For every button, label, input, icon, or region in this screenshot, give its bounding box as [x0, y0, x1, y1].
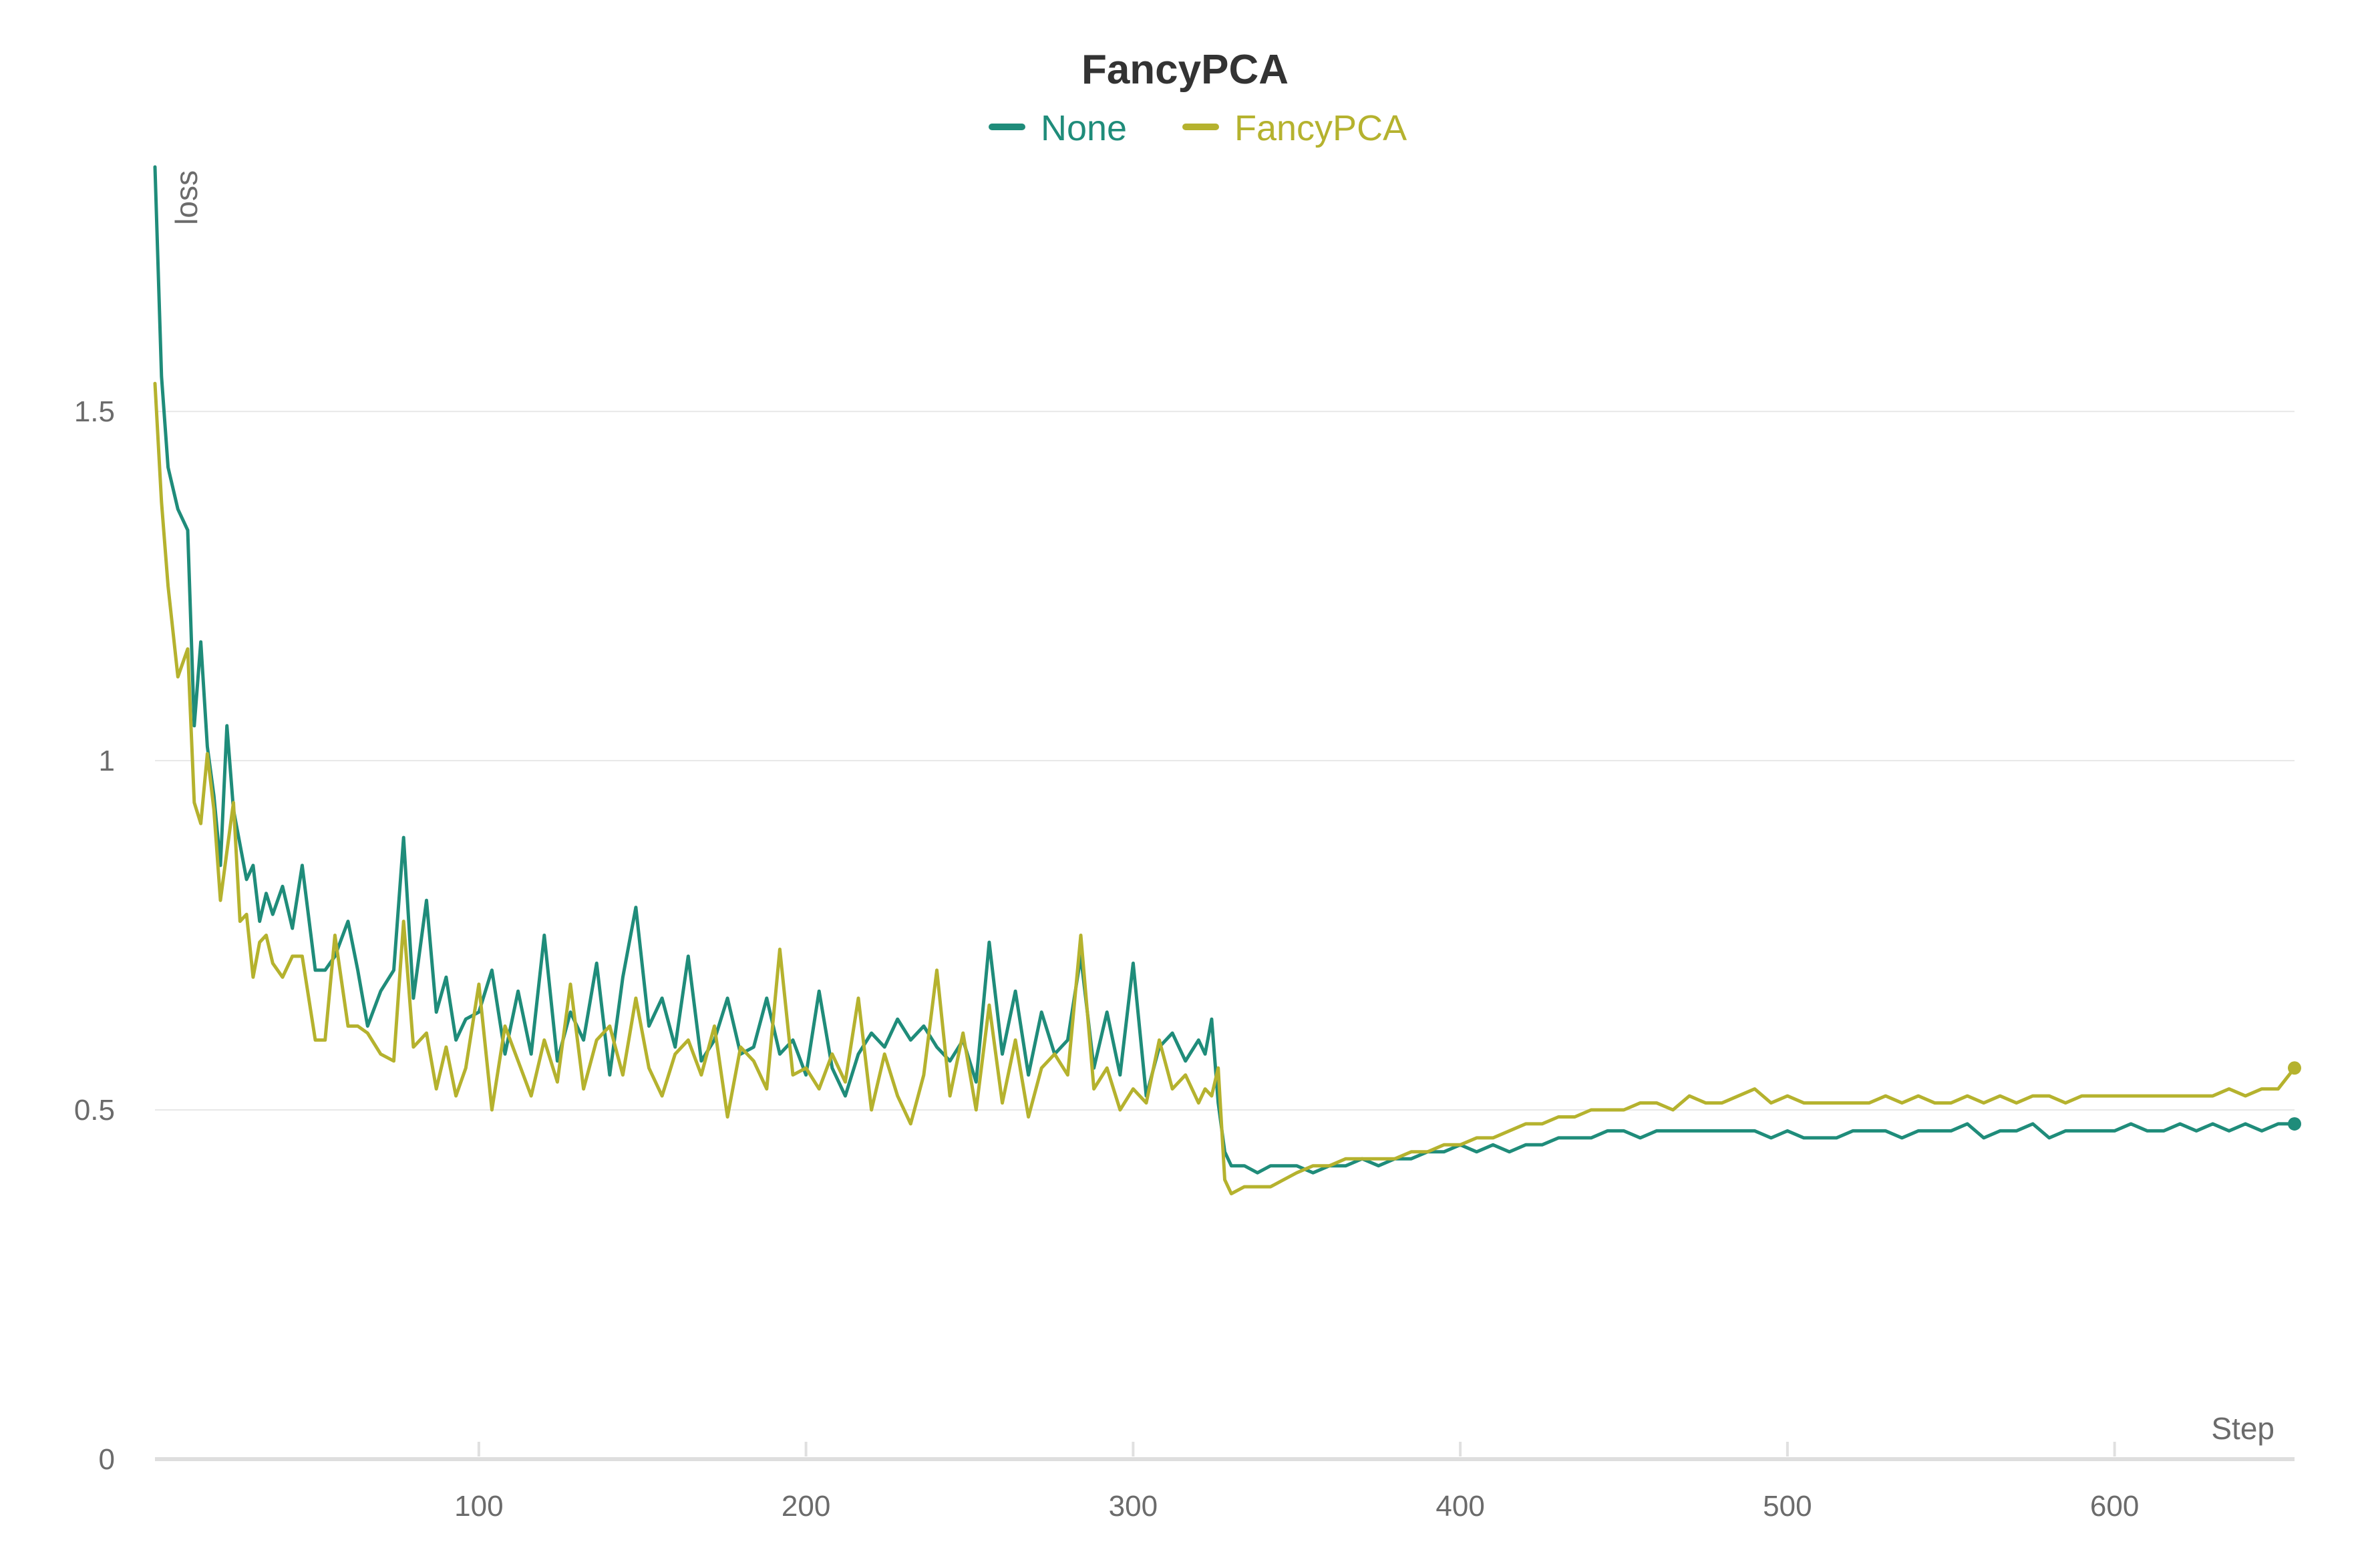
x-tick-label: 500	[1763, 1490, 1812, 1523]
axes: 0 0.5 1 1.5 100 200 300 400 500 600	[74, 395, 2295, 1523]
legend-label-none: None	[1041, 108, 1127, 148]
y-tick-label: 1.5	[74, 395, 115, 428]
chart-title: FancyPCA	[1081, 47, 1289, 93]
legend-item-none[interactable]: None	[989, 108, 1127, 148]
series-line-fancypca	[153, 381, 2297, 1195]
series-end-marker-fancypca	[2288, 1061, 2301, 1075]
y-tick-label: 1	[99, 745, 115, 777]
series-end-marker-none	[2288, 1117, 2301, 1131]
x-axis-label: Step	[2211, 1411, 2274, 1446]
x-tick-label: 400	[1435, 1490, 1484, 1523]
series-lines	[153, 165, 2301, 1195]
legend: None FancyPCA	[989, 108, 1407, 148]
y-axis-label: loss	[169, 170, 204, 225]
x-tick-label: 300	[1109, 1490, 1158, 1523]
x-tick-label: 100	[454, 1490, 503, 1523]
legend-label-fancypca: FancyPCA	[1234, 108, 1407, 148]
series-line-none	[153, 165, 2297, 1175]
x-tick-label: 200	[782, 1490, 830, 1523]
grid-lines	[155, 411, 2295, 1111]
x-tick-label: 600	[2090, 1490, 2139, 1523]
legend-item-fancypca[interactable]: FancyPCA	[1182, 108, 1407, 148]
y-tick-label: 0	[99, 1443, 115, 1476]
y-tick-label: 0.5	[74, 1094, 115, 1127]
